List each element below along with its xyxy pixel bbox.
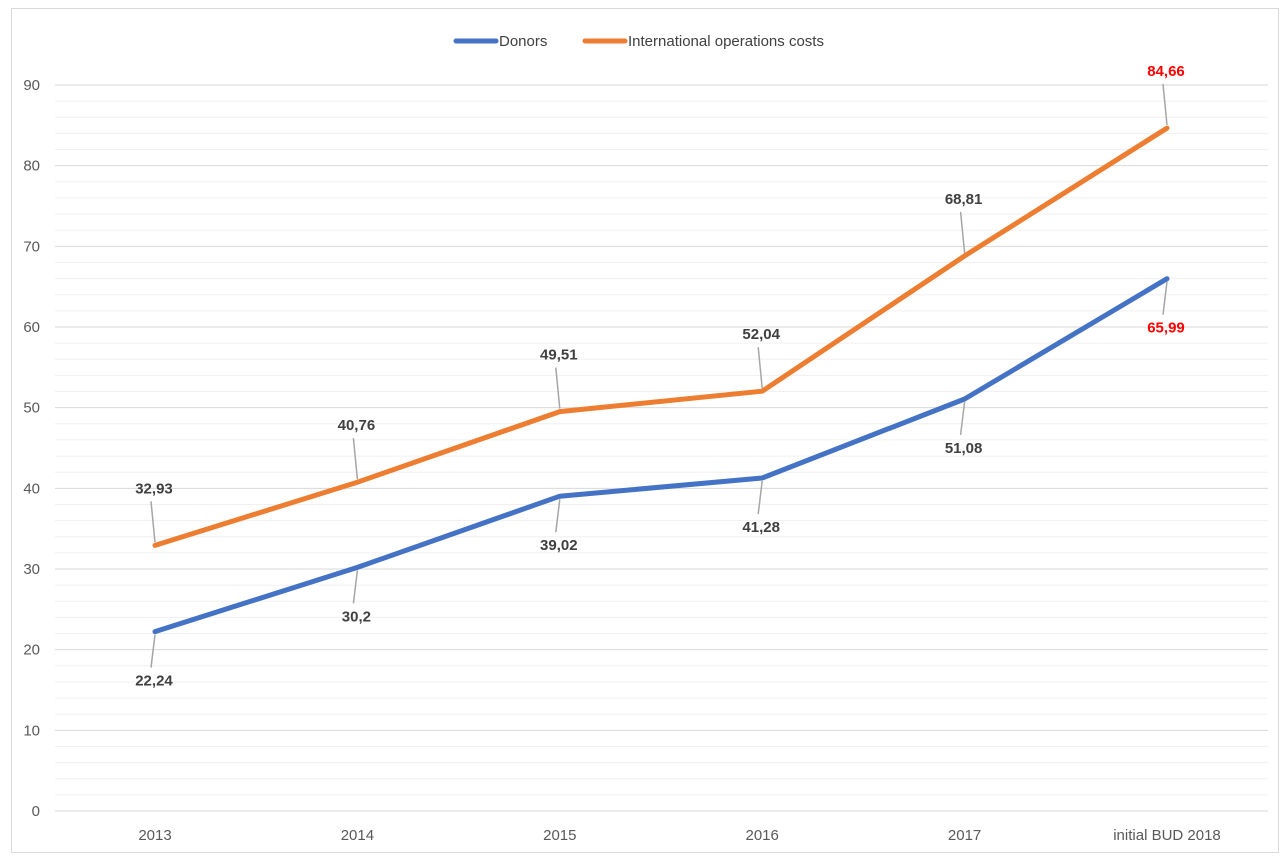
x-tick-label: 2014 xyxy=(341,827,374,844)
legend: Donors International operations costs xyxy=(453,33,824,50)
leader-line xyxy=(352,570,359,604)
leader-line xyxy=(959,211,966,254)
leader-line xyxy=(352,438,359,480)
data-label: 65,99 xyxy=(1147,320,1185,337)
leader-line xyxy=(757,480,763,515)
y-tick-label: 80 xyxy=(23,158,40,175)
leader-line xyxy=(150,501,156,543)
data-label: 52,04 xyxy=(742,326,780,343)
legend-label-donors: Donors xyxy=(499,33,547,50)
minor-gridlines xyxy=(55,100,1268,796)
x-axis-tick-labels: 2013 2014 2015 2016 2017 initial BUD 2018 xyxy=(138,827,1220,844)
series-line-donors xyxy=(152,276,1170,635)
series-line-international-operations-costs xyxy=(152,125,1170,548)
x-tick-label: initial BUD 2018 xyxy=(1113,827,1221,844)
series-lines xyxy=(152,125,1170,635)
data-label: 22,24 xyxy=(135,673,173,690)
data-labels: 22,24 30,2 39,02 41,28 51,08 65,99 32,93 40,76 4… xyxy=(135,63,1185,690)
data-label: 49,51 xyxy=(540,347,578,364)
y-tick-label: 30 xyxy=(23,561,40,578)
y-tick-label: 90 xyxy=(23,77,40,94)
y-tick-label: 20 xyxy=(23,642,40,659)
chart-frame xyxy=(11,8,1279,853)
leader-line xyxy=(555,367,561,409)
leader-line xyxy=(555,499,561,533)
x-tick-label: 2016 xyxy=(746,827,779,844)
data-label: 84,66 xyxy=(1147,63,1185,80)
legend-label-international-operations-costs: International operations costs xyxy=(628,33,824,50)
major-gridlines xyxy=(55,84,1268,812)
data-label: 30,2 xyxy=(342,608,371,625)
leader-line xyxy=(1162,84,1168,126)
y-axis-tick-labels: 0 10 20 30 40 50 60 70 80 90 xyxy=(23,77,40,820)
leader-line xyxy=(959,401,966,436)
data-label: 51,08 xyxy=(945,440,983,457)
data-label: 68,81 xyxy=(945,191,983,208)
leader-line xyxy=(757,347,763,389)
data-label-leader-lines xyxy=(150,84,1168,668)
x-tick-label: 2017 xyxy=(948,827,981,844)
y-tick-label: 0 xyxy=(32,803,40,820)
y-tick-label: 60 xyxy=(23,319,40,336)
x-tick-label: 2013 xyxy=(138,827,171,844)
leader-line xyxy=(1162,281,1168,315)
leader-line xyxy=(150,634,156,668)
data-label: 39,02 xyxy=(540,537,578,554)
data-label: 32,93 xyxy=(135,480,173,497)
y-tick-label: 10 xyxy=(23,722,40,739)
y-tick-label: 70 xyxy=(23,238,40,255)
data-label: 40,76 xyxy=(338,417,376,434)
y-tick-label: 50 xyxy=(23,400,40,417)
x-tick-label: 2015 xyxy=(543,827,576,844)
y-tick-label: 40 xyxy=(23,480,40,497)
data-label: 41,28 xyxy=(742,519,780,536)
